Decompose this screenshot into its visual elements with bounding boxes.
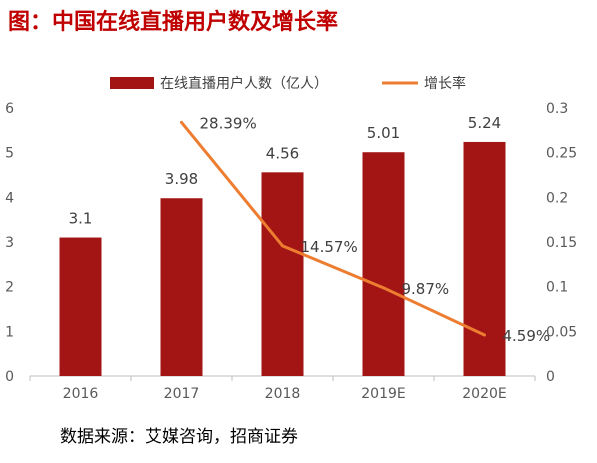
bar-value-label: 4.56 bbox=[266, 144, 299, 162]
bar-value-label: 5.24 bbox=[468, 114, 501, 132]
bar bbox=[463, 141, 506, 376]
y-right-tick-label: 0.25 bbox=[546, 146, 577, 162]
y-left-tick-label: 6 bbox=[5, 101, 14, 117]
growth-rate-label: 14.57% bbox=[301, 238, 358, 256]
bar bbox=[261, 172, 304, 376]
growth-rate-point bbox=[382, 286, 385, 290]
x-tick-label: 2017 bbox=[164, 386, 200, 402]
x-tick-label: 2018 bbox=[265, 386, 301, 402]
growth-rate-label: 28.39% bbox=[200, 114, 257, 132]
y-left-tick-label: 1 bbox=[5, 324, 14, 340]
y-right-tick-label: 0 bbox=[546, 369, 555, 385]
x-tick-label: 2016 bbox=[63, 386, 99, 402]
y-left-tick-label: 0 bbox=[5, 369, 14, 385]
chart-title: 图：中国在线直播用户数及增长率 bbox=[8, 10, 339, 35]
y-right-tick-label: 0.2 bbox=[546, 190, 568, 206]
growth-rate-line bbox=[180, 121, 486, 337]
y-right-tick-label: 0.05 bbox=[546, 324, 577, 340]
bar bbox=[59, 237, 102, 376]
y-right-tick-label: 0.15 bbox=[546, 235, 577, 251]
bar bbox=[160, 198, 203, 376]
bar bbox=[362, 152, 405, 376]
growth-rate-label: 9.87% bbox=[402, 280, 450, 298]
source-note: 数据来源：艾媒咨询，招商证券 bbox=[60, 427, 298, 447]
bar-value-label: 3.98 bbox=[165, 170, 198, 188]
y-right-tick-label: 0.3 bbox=[546, 101, 568, 117]
legend-swatch-bar bbox=[110, 77, 154, 89]
y-left-tick-label: 4 bbox=[5, 190, 14, 206]
bar-value-label: 5.01 bbox=[367, 124, 400, 142]
x-tick-label: 2019E bbox=[361, 386, 405, 402]
y-left-tick-label: 5 bbox=[5, 146, 14, 162]
bar-value-label: 3.1 bbox=[69, 210, 93, 228]
y-right-tick-label: 0.1 bbox=[546, 280, 568, 296]
x-tick-label: 2020E bbox=[462, 386, 506, 402]
growth-rate-point bbox=[180, 120, 183, 124]
growth-rate-point bbox=[483, 333, 486, 337]
growth-rate-point bbox=[281, 244, 284, 248]
y-left-tick-label: 2 bbox=[5, 280, 14, 296]
growth-rate-label: 4.59% bbox=[503, 327, 551, 345]
y-left-tick-label: 3 bbox=[5, 235, 14, 251]
legend-label-bar: 在线直播用户人数（亿人） bbox=[160, 75, 328, 92]
legend-label-line: 增长率 bbox=[424, 75, 466, 92]
